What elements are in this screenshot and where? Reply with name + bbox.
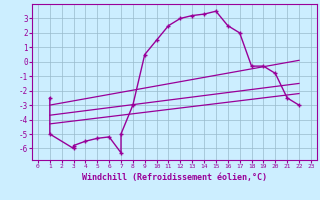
X-axis label: Windchill (Refroidissement éolien,°C): Windchill (Refroidissement éolien,°C) — [82, 173, 267, 182]
